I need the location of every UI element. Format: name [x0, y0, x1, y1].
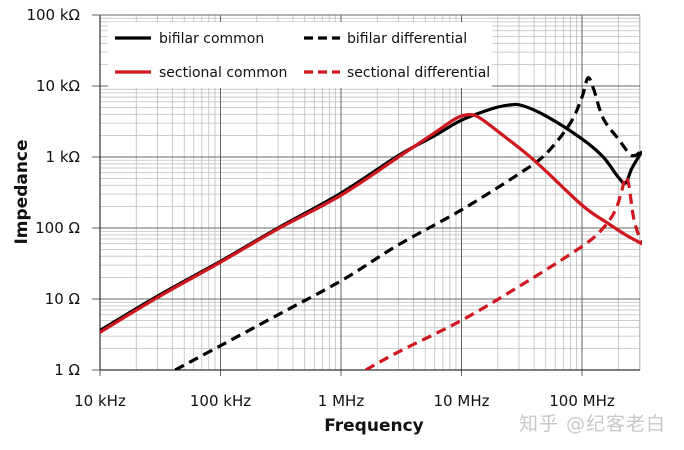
- x-tick-label: 100 kHz: [190, 392, 251, 410]
- series-line-sectional-differential: [364, 175, 642, 370]
- y-tick-label: 10 Ω: [45, 290, 80, 308]
- series-line-sectional-common: [100, 112, 642, 334]
- y-tick-label: 100 kΩ: [26, 6, 80, 24]
- x-tick-label: 10 kHz: [74, 392, 126, 410]
- x-tick-label: 10 MHz: [434, 392, 490, 410]
- y-tick-label: 10 kΩ: [36, 77, 80, 95]
- series-layer: [100, 76, 642, 370]
- watermark: 知乎 @纪客老白: [518, 413, 666, 435]
- legend-label-bifilar-differential: bifilar differential: [347, 31, 467, 47]
- tick-labels: 10 kHz 100 kHz 1 MHz 10 MHz 100 MHz 1 Ω 10 Ω 10…: [26, 6, 614, 410]
- x-tick-label: 1 MHz: [318, 392, 365, 410]
- y-tick-label: 1 Ω: [54, 361, 80, 379]
- x-axis-title: Frequency: [324, 416, 424, 436]
- y-axis-title: Impedance: [12, 139, 32, 244]
- legend-background: [108, 22, 492, 88]
- y-tick-label: 100 Ω: [35, 219, 80, 237]
- legend: bifilar common bifilar differential sect…: [108, 22, 492, 88]
- legend-label-sectional-differential: sectional differential: [347, 65, 490, 81]
- x-tick-label: 100 MHz: [549, 392, 615, 410]
- legend-item-bifilar-common: bifilar common: [115, 31, 264, 47]
- legend-label-bifilar-common: bifilar common: [159, 31, 264, 47]
- legend-item-bifilar-differential: bifilar differential: [304, 31, 467, 47]
- axes: [99, 15, 640, 371]
- series-line-bifilar-differential: [174, 76, 642, 370]
- legend-item-sectional-common: sectional common: [115, 65, 287, 81]
- legend-item-sectional-differential: sectional differential: [304, 65, 490, 81]
- y-tick-label: 1 kΩ: [46, 148, 80, 166]
- legend-label-sectional-common: sectional common: [159, 65, 287, 81]
